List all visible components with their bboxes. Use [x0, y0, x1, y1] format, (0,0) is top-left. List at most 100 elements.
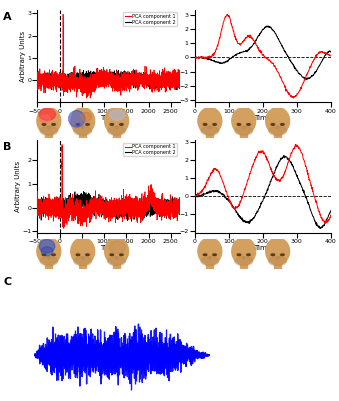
Ellipse shape: [40, 257, 58, 265]
Bar: [79, 262, 86, 268]
Ellipse shape: [51, 123, 56, 125]
Ellipse shape: [213, 124, 216, 125]
Ellipse shape: [281, 254, 284, 255]
Ellipse shape: [74, 126, 92, 135]
Ellipse shape: [110, 254, 114, 255]
Bar: [113, 132, 120, 138]
Ellipse shape: [237, 124, 241, 125]
Ellipse shape: [119, 253, 124, 255]
Ellipse shape: [242, 256, 245, 259]
Ellipse shape: [271, 253, 275, 255]
Ellipse shape: [74, 257, 92, 265]
Ellipse shape: [47, 256, 50, 259]
Ellipse shape: [110, 124, 114, 125]
Ellipse shape: [280, 253, 285, 255]
Ellipse shape: [203, 123, 207, 125]
Legend: PCA component 1, PCA component 2: PCA component 1, PCA component 2: [123, 143, 177, 156]
Ellipse shape: [198, 107, 222, 134]
Ellipse shape: [271, 124, 275, 125]
Ellipse shape: [39, 239, 55, 253]
Ellipse shape: [37, 238, 61, 265]
Ellipse shape: [269, 257, 286, 265]
Ellipse shape: [235, 257, 253, 265]
Ellipse shape: [201, 257, 219, 265]
Ellipse shape: [246, 123, 251, 125]
Ellipse shape: [39, 108, 56, 120]
Text: C: C: [3, 277, 12, 287]
Ellipse shape: [108, 257, 125, 265]
Ellipse shape: [40, 115, 51, 123]
Ellipse shape: [68, 111, 85, 127]
Ellipse shape: [71, 238, 95, 265]
Ellipse shape: [109, 123, 114, 125]
X-axis label: Time: Time: [100, 245, 117, 251]
Ellipse shape: [115, 256, 118, 259]
Ellipse shape: [85, 123, 90, 125]
Legend: PCA component 1, PCA component 2: PCA component 1, PCA component 2: [123, 12, 177, 26]
Ellipse shape: [208, 126, 211, 129]
Bar: [79, 132, 86, 138]
Ellipse shape: [76, 253, 80, 255]
X-axis label: Time: Time: [100, 115, 117, 121]
Ellipse shape: [42, 253, 46, 255]
Ellipse shape: [237, 254, 241, 255]
Ellipse shape: [42, 124, 46, 125]
Ellipse shape: [201, 126, 219, 135]
Ellipse shape: [109, 253, 114, 255]
Ellipse shape: [51, 253, 56, 255]
Ellipse shape: [52, 124, 55, 125]
Ellipse shape: [76, 254, 80, 255]
Ellipse shape: [85, 253, 90, 255]
Text: B: B: [3, 142, 12, 152]
Ellipse shape: [86, 254, 89, 255]
Ellipse shape: [109, 241, 125, 253]
Text: A: A: [3, 12, 12, 22]
Ellipse shape: [203, 124, 207, 125]
Ellipse shape: [42, 254, 46, 255]
Ellipse shape: [276, 256, 279, 259]
Ellipse shape: [235, 126, 253, 135]
Bar: [240, 132, 247, 138]
Ellipse shape: [47, 126, 50, 129]
Ellipse shape: [115, 126, 118, 129]
Ellipse shape: [71, 107, 95, 134]
Ellipse shape: [105, 107, 128, 134]
Ellipse shape: [247, 254, 250, 255]
Ellipse shape: [271, 123, 275, 125]
Ellipse shape: [203, 254, 207, 255]
Ellipse shape: [232, 238, 256, 265]
Ellipse shape: [81, 112, 92, 121]
Ellipse shape: [237, 123, 241, 125]
Bar: [240, 262, 247, 268]
Y-axis label: Arbitrary Units: Arbitrary Units: [20, 30, 26, 82]
Ellipse shape: [86, 124, 89, 125]
Bar: [45, 262, 53, 268]
Ellipse shape: [41, 247, 53, 256]
Ellipse shape: [212, 253, 217, 255]
Ellipse shape: [247, 124, 250, 125]
Ellipse shape: [203, 253, 207, 255]
Ellipse shape: [120, 124, 123, 125]
Ellipse shape: [237, 253, 241, 255]
Ellipse shape: [269, 126, 286, 135]
Ellipse shape: [246, 253, 251, 255]
Ellipse shape: [105, 238, 128, 265]
Ellipse shape: [232, 107, 256, 134]
Ellipse shape: [213, 254, 216, 255]
Ellipse shape: [120, 254, 123, 255]
Bar: [274, 262, 281, 268]
Ellipse shape: [280, 123, 285, 125]
Ellipse shape: [81, 256, 84, 259]
Ellipse shape: [119, 123, 124, 125]
Ellipse shape: [76, 123, 80, 125]
Ellipse shape: [52, 254, 55, 255]
Ellipse shape: [242, 126, 245, 129]
Ellipse shape: [276, 126, 279, 129]
Bar: [206, 132, 214, 138]
Ellipse shape: [266, 238, 290, 265]
Bar: [113, 262, 120, 268]
Ellipse shape: [37, 107, 61, 134]
Ellipse shape: [76, 124, 80, 125]
Ellipse shape: [81, 126, 84, 129]
Ellipse shape: [271, 254, 275, 255]
